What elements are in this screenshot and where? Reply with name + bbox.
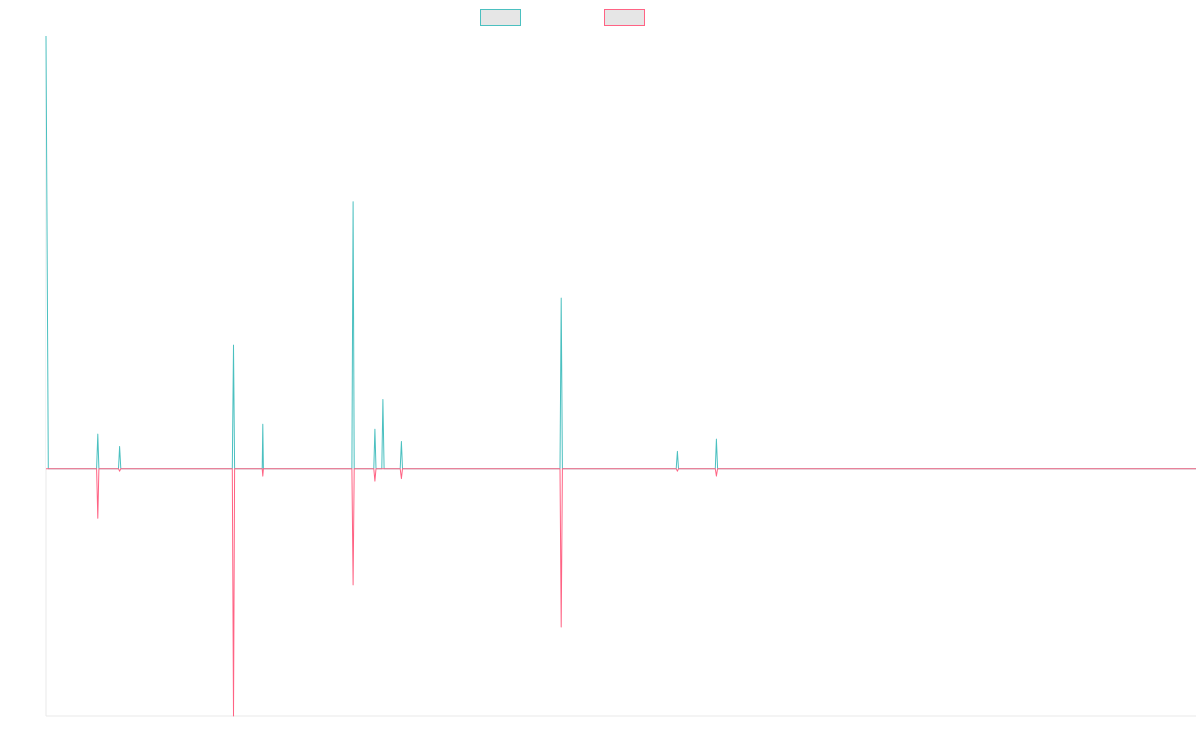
series-area-2 xyxy=(46,468,1196,716)
series-area-1 xyxy=(46,36,1196,469)
series-line-1 xyxy=(45,35,1196,470)
legend-swatch-2[interactable] xyxy=(604,9,645,26)
legend[interactable] xyxy=(480,9,645,26)
legend-item-1[interactable] xyxy=(480,9,521,26)
series-group xyxy=(45,35,1196,717)
legend-item-2[interactable] xyxy=(604,9,645,26)
legend-swatch-1[interactable] xyxy=(480,9,521,26)
axes xyxy=(45,36,1196,717)
series-line-2 xyxy=(46,468,1196,717)
